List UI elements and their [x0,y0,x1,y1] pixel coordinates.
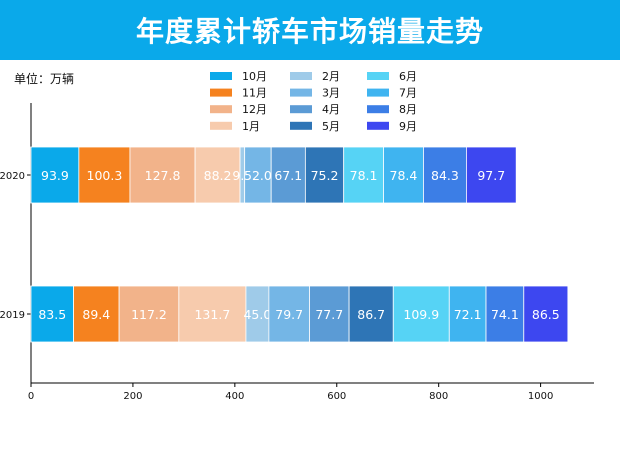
bar-2019-6月 [392,285,450,343]
x-tick-label-0: 0 [28,391,34,402]
bar-label-2019-3月: 79.7 [275,307,303,322]
legend-swatch-8 [290,121,312,130]
legend-swatch-9 [367,72,389,80]
bar-label-2019-1月: 131.7 [194,307,230,322]
bar-2020-11月 [78,146,131,204]
bar-label-2020-10月: 93.9 [41,168,69,183]
legend-label-2: 11月 [242,87,267,100]
bar-2019-4月 [309,285,350,343]
bar-2020-9月 [466,146,517,204]
legend-swatch-1 [210,72,232,80]
legend-label-1: 10月 [242,70,267,83]
x-tick-label-4: 800 [429,391,448,402]
legend-label-10: 7月 [399,87,417,100]
bar-label-2019-5月: 86.7 [357,307,385,322]
legend-label-7: 4月 [322,103,340,116]
legend-label-5: 2月 [322,70,340,83]
legend-label-4: 1月 [242,120,260,133]
bar-2020-10月 [30,146,80,204]
legend-label-8: 5月 [322,120,340,133]
bar-label-2020-12月: 127.8 [145,168,181,183]
legend-label-9: 6月 [399,70,417,83]
bar-label-2020-9月: 97.7 [477,168,505,183]
legend-swatch-10 [367,88,389,97]
legend-swatch-3 [210,105,232,114]
bar-label-2019-6月: 109.9 [403,307,439,322]
bar-label-2020-8月: 84.3 [431,168,459,183]
bar-label-2020-4月: 67.1 [274,168,302,183]
legend-swatch-6 [290,88,312,97]
bar-2019-8月 [485,285,525,343]
chart-title: 年度累计轿车市场销量走势 [0,0,620,60]
x-tick-label-3: 600 [327,391,346,402]
legend-swatch-12 [367,121,389,130]
bar-label-2019-12月: 117.2 [131,307,167,322]
unit-label: 单位：万辆 [14,72,75,86]
bar-label-2020-7月: 78.4 [390,168,418,183]
legend: 10月 11月 12月 1月 2月 3月 4月 5月 6月 7月 8月 9月 [210,70,417,133]
legend-swatch-5 [290,72,312,80]
bar-2020-3月 [244,146,272,204]
bar-label-2019-11月: 89.4 [82,307,110,322]
bar-label-2019-9月: 86.5 [532,307,560,322]
bar-2019-1月 [178,285,247,343]
legend-swatch-11 [367,105,389,114]
bar-label-2019-10月: 83.5 [38,307,66,322]
legend-swatch-2 [210,88,232,97]
bar-label-2020-11月: 100.3 [87,168,123,183]
y-tick-label-2020: 2020 [0,171,25,182]
legend-swatch-7 [290,105,312,114]
legend-label-6: 3月 [322,87,340,100]
bar-2019-9月 [523,285,569,343]
bars: 93.9 100.3 127.8 88.2 9.152.0 67.1 75.2 78.1 78.… [30,146,569,343]
bar-2020-6月 [343,146,384,204]
bar-label-2020-5月: 75.2 [311,168,339,183]
legend-swatch-4 [210,121,232,130]
bar-2020-4月 [270,146,306,204]
bar-label-2020-1月: 88.2 [204,168,232,183]
x-tick-label-5: 1000 [528,391,553,402]
bar-2020-7月 [383,146,424,204]
bar-label-2020-6月: 78.1 [350,168,378,183]
bar-2020-5月 [304,146,345,204]
legend-label-12: 9月 [399,120,417,133]
bar-2019-10月 [30,285,74,343]
bar-2019-7月 [448,285,487,343]
legend-label-11: 8月 [399,103,417,116]
bar-label-2019-8月: 74.1 [491,307,519,322]
x-tick-label-2: 400 [225,391,244,402]
bar-label-2020-3月: 52.0 [244,168,272,183]
bar-2020-12月 [129,146,196,204]
bar-2020-1月 [194,146,241,204]
bar-label-2019-4月: 77.7 [315,307,343,322]
axes: 0 200 400 600 800 1000 2020 2019 [0,103,594,402]
bar-2019-11月 [73,285,120,343]
y-tick-label-2019: 2019 [0,310,25,321]
bar-label-2019-7月: 72.1 [454,307,482,322]
bar-2019-5月 [348,285,394,343]
bar-2019-3月 [268,285,310,343]
bar-label-2019-2月: 45.0 [243,307,271,322]
bar-2020-8月 [423,146,467,204]
x-tick-label-1: 200 [123,391,142,402]
legend-label-3: 12月 [242,103,267,116]
